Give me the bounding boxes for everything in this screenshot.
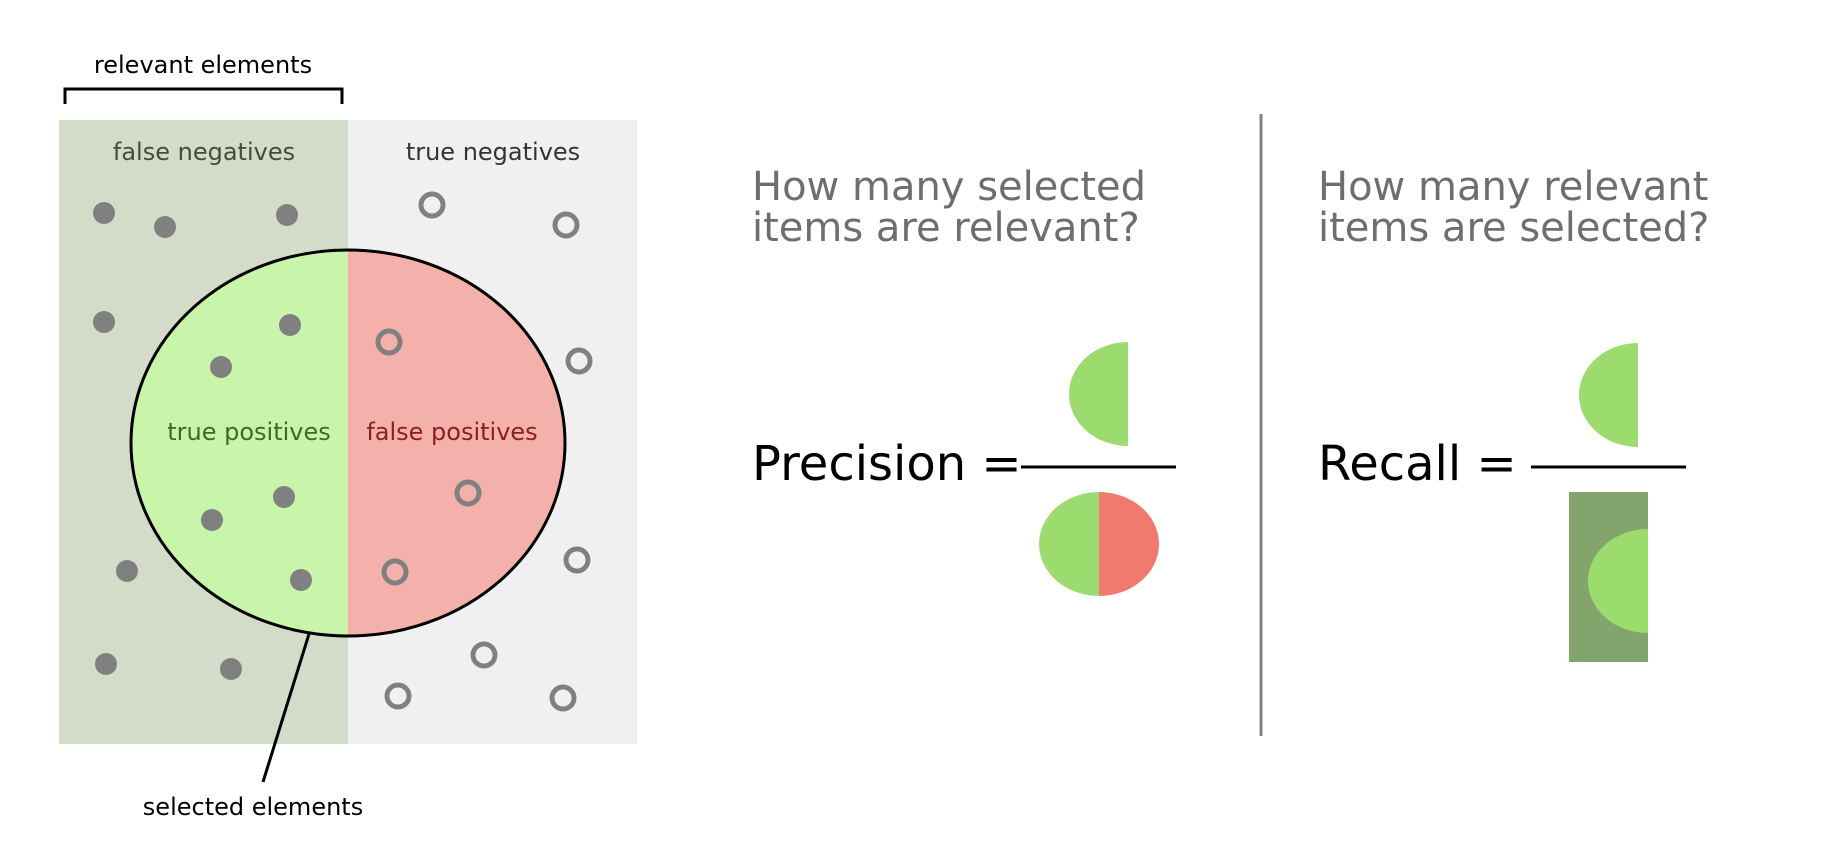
selected-elements-pointer [261,633,311,783]
recall-numerator-icon [1579,343,1638,447]
irrelevant-item-circle [563,546,591,574]
relevant-elements-label: relevant elements [94,51,312,79]
precision-numerator-icon [1069,342,1128,446]
precision-section: How many selected items are relevant? Pr… [752,164,1176,596]
relevant-item-dot [276,204,298,226]
irrelevant-items [375,191,593,712]
recall-section: How many relevant items are selected? Re… [1318,164,1709,662]
irrelevant-item-circle [549,684,577,712]
relevant-item-dot [279,314,301,336]
relevant-item-dot [116,560,138,582]
precision-question-line1: How many selected [752,164,1146,210]
selected-ellipse-outline [129,248,567,638]
irrelevant-item-circle [470,641,498,669]
relevant-item-dot [220,658,242,680]
relevant-item-dot [93,311,115,333]
false-negatives-label: false negatives [113,138,295,166]
relevant-item-dot [290,569,312,591]
selected-elements-label: selected elements [143,793,363,821]
relevant-items [93,202,312,680]
precision-denominator-fp-icon [1099,492,1159,596]
precision-question-line2: items are relevant? [752,205,1140,251]
relevant-item-dot [95,653,117,675]
true-positives-label: true positives [167,418,331,446]
relevant-item-dot [201,509,223,531]
irrelevant-item-circle [375,328,403,356]
relevant-item-dot [93,202,115,224]
relevant-item-dot [210,356,232,378]
recall-denominator-tp-icon [1588,529,1648,633]
relevant-item-dot [154,216,176,238]
recall-formula-label: Recall = [1318,436,1517,492]
relevant-item-dot [273,486,295,508]
precision-denominator-tp-icon [1039,492,1099,596]
irrelevant-item-circle [384,682,412,710]
recall-question-line2: items are selected? [1318,205,1709,251]
irrelevant-item-circle [381,558,409,586]
relevant-elements-bracket [63,87,344,104]
false-positives-label: false positives [366,418,537,446]
irrelevant-item-circle [418,191,446,219]
selection-illustration: relevant elements false negatives true n… [59,51,637,821]
true-negatives-label: true negatives [406,138,580,166]
irrelevant-item-circle [552,211,580,239]
irrelevant-item-circle [565,347,593,375]
recall-question-line1: How many relevant [1318,164,1708,210]
precision-formula-label: Precision = [752,436,1022,492]
irrelevant-item-circle [454,479,482,507]
